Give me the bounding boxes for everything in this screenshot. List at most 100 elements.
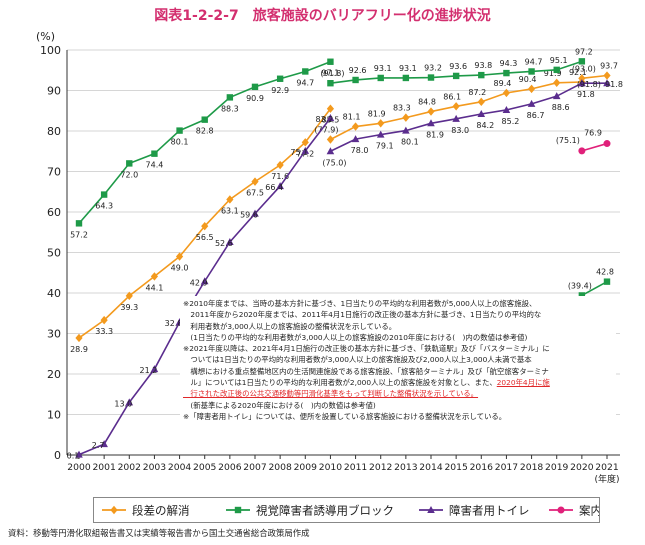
data-label: 39.3 — [120, 303, 138, 312]
data-label: 93.8 — [474, 61, 492, 70]
data-label: (91.8) — [577, 80, 601, 89]
note-text: 構想における重点整備地区内の生活関連施設である旅客施設、「旅客船ターミナル」及び… — [183, 366, 549, 376]
y-tick-label: 90 — [47, 85, 61, 98]
x-tick-label: 2003 — [143, 462, 167, 473]
series-line — [581, 280, 608, 297]
series-line — [78, 60, 331, 224]
data-label: 94.7 — [525, 57, 543, 66]
legend-marker — [234, 506, 242, 514]
y-tick-label: 0 — [54, 449, 61, 462]
data-label: 81.9 — [368, 109, 386, 118]
data-label: 42.8 — [596, 268, 614, 277]
x-tick-label: 2009 — [294, 462, 318, 473]
note-text: ※「障害者用トイレ」については、便所を設置している旅客施設における整備状況を示し… — [183, 411, 507, 421]
data-label: 85.2 — [502, 117, 520, 126]
data-point — [578, 292, 586, 299]
data-point — [553, 66, 560, 74]
data-point — [150, 365, 159, 373]
data-label: 83.3 — [393, 104, 411, 113]
note-line: ル」については1日当たりの平均的な利用者数が2,000人以上の旅客施設を対象とし… — [183, 377, 613, 388]
data-label: 83.0 — [451, 126, 469, 135]
data-point — [427, 74, 435, 81]
x-tick-label: 2010 — [319, 462, 343, 473]
data-label: 92.6 — [349, 66, 367, 75]
note-line: (新基準による2020年度における( )内の数値は参考値) — [183, 400, 613, 411]
x-tick-label: 2018 — [520, 462, 544, 473]
x-tick-label: 2016 — [470, 462, 494, 473]
data-label: 33.3 — [95, 327, 113, 336]
data-label: 81.9 — [426, 130, 444, 139]
data-point — [100, 191, 108, 198]
data-label: (91.8) — [320, 69, 344, 78]
data-label: 59.6 — [240, 211, 258, 220]
data-label: 88.6 — [552, 103, 570, 112]
y-tick-label: 100 — [40, 44, 61, 57]
note-text: ※2010年度までは、当時の基本方針に基づき、1日当たりの平均的な利用者数が5,… — [183, 299, 537, 308]
data-point — [402, 126, 410, 134]
data-point — [151, 150, 158, 157]
data-point — [427, 119, 435, 127]
data-label: 83.2 — [316, 115, 334, 124]
data-label: (75.1) — [556, 136, 580, 145]
data-point — [75, 220, 83, 227]
data-label: 72.0 — [120, 170, 138, 179]
data-label: 87.2 — [468, 88, 486, 97]
data-label: 90.4 — [519, 75, 537, 84]
data-point — [100, 315, 108, 325]
x-tick-label: 2004 — [168, 462, 192, 473]
data-point — [552, 92, 561, 100]
data-label: 66.4 — [265, 183, 283, 192]
data-label: 64.3 — [95, 202, 113, 211]
series-line — [581, 74, 608, 80]
legend-label: 障害者用トイレ — [449, 504, 530, 518]
data-label: 93.1 — [374, 64, 392, 73]
data-label: 21.2 — [140, 366, 158, 375]
data-label: 92.9 — [271, 86, 289, 95]
data-label: 42.9 — [190, 278, 208, 287]
data-label: 93.7 — [600, 62, 618, 71]
x-tick-label: 2001 — [92, 462, 115, 473]
y-tick-label: 50 — [47, 247, 61, 260]
note-line: ついては1日当たりの平均的な利用者数が3,000人以上の旅客施設及び2,000人… — [183, 354, 613, 365]
data-point — [125, 398, 134, 406]
data-point — [201, 221, 209, 231]
data-point — [276, 75, 284, 82]
data-point — [75, 450, 83, 458]
data-point — [351, 122, 360, 131]
y-tick-label: 20 — [47, 368, 61, 381]
data-point — [175, 252, 184, 261]
data-point — [327, 58, 334, 65]
data-point — [427, 107, 435, 116]
data-point — [452, 102, 460, 111]
data-point — [75, 333, 83, 343]
note-line: (1日当たりの平均的な利用者数が3,000人以上の旅客施設の2010年度における… — [183, 332, 613, 343]
data-label: 90.9 — [246, 94, 264, 103]
x-axis-label: (年度) — [594, 473, 619, 485]
x-tick-label: 2006 — [218, 462, 242, 473]
note-line: 利用者数が3,000人以上の旅客施設の整備状況を示している。 — [183, 321, 613, 332]
data-point — [377, 119, 385, 128]
data-label: 71.6 — [271, 172, 289, 181]
data-point — [327, 80, 334, 87]
data-label: 80.1 — [171, 138, 189, 147]
data-point — [326, 135, 335, 144]
y-tick-label: 10 — [47, 409, 61, 422]
data-point — [402, 113, 410, 122]
data-label: 94.7 — [296, 78, 314, 87]
data-label: 76.9 — [584, 129, 602, 138]
data-label: 78.0 — [351, 146, 369, 155]
x-tick-label: 2011 — [344, 462, 367, 473]
x-tick-label: 2021 — [595, 462, 618, 473]
data-point — [176, 127, 183, 134]
data-label: 13.0 — [114, 399, 132, 408]
note-text: 利用者数が3,000人以上の旅客施設の整備状況を示している。 — [183, 321, 397, 331]
data-point — [578, 79, 586, 87]
x-tick-label: 2007 — [243, 462, 267, 473]
data-label: 93.1 — [399, 64, 417, 73]
data-label: 56.5 — [196, 233, 214, 242]
data-point — [251, 83, 259, 91]
note-text: ※2021年度以降は、2021年4月1日施行の改正後の基本方針に基づき、「鉄軌道… — [183, 344, 550, 354]
data-label: 95.1 — [550, 56, 568, 65]
data-point — [477, 109, 486, 117]
data-point — [603, 71, 611, 80]
